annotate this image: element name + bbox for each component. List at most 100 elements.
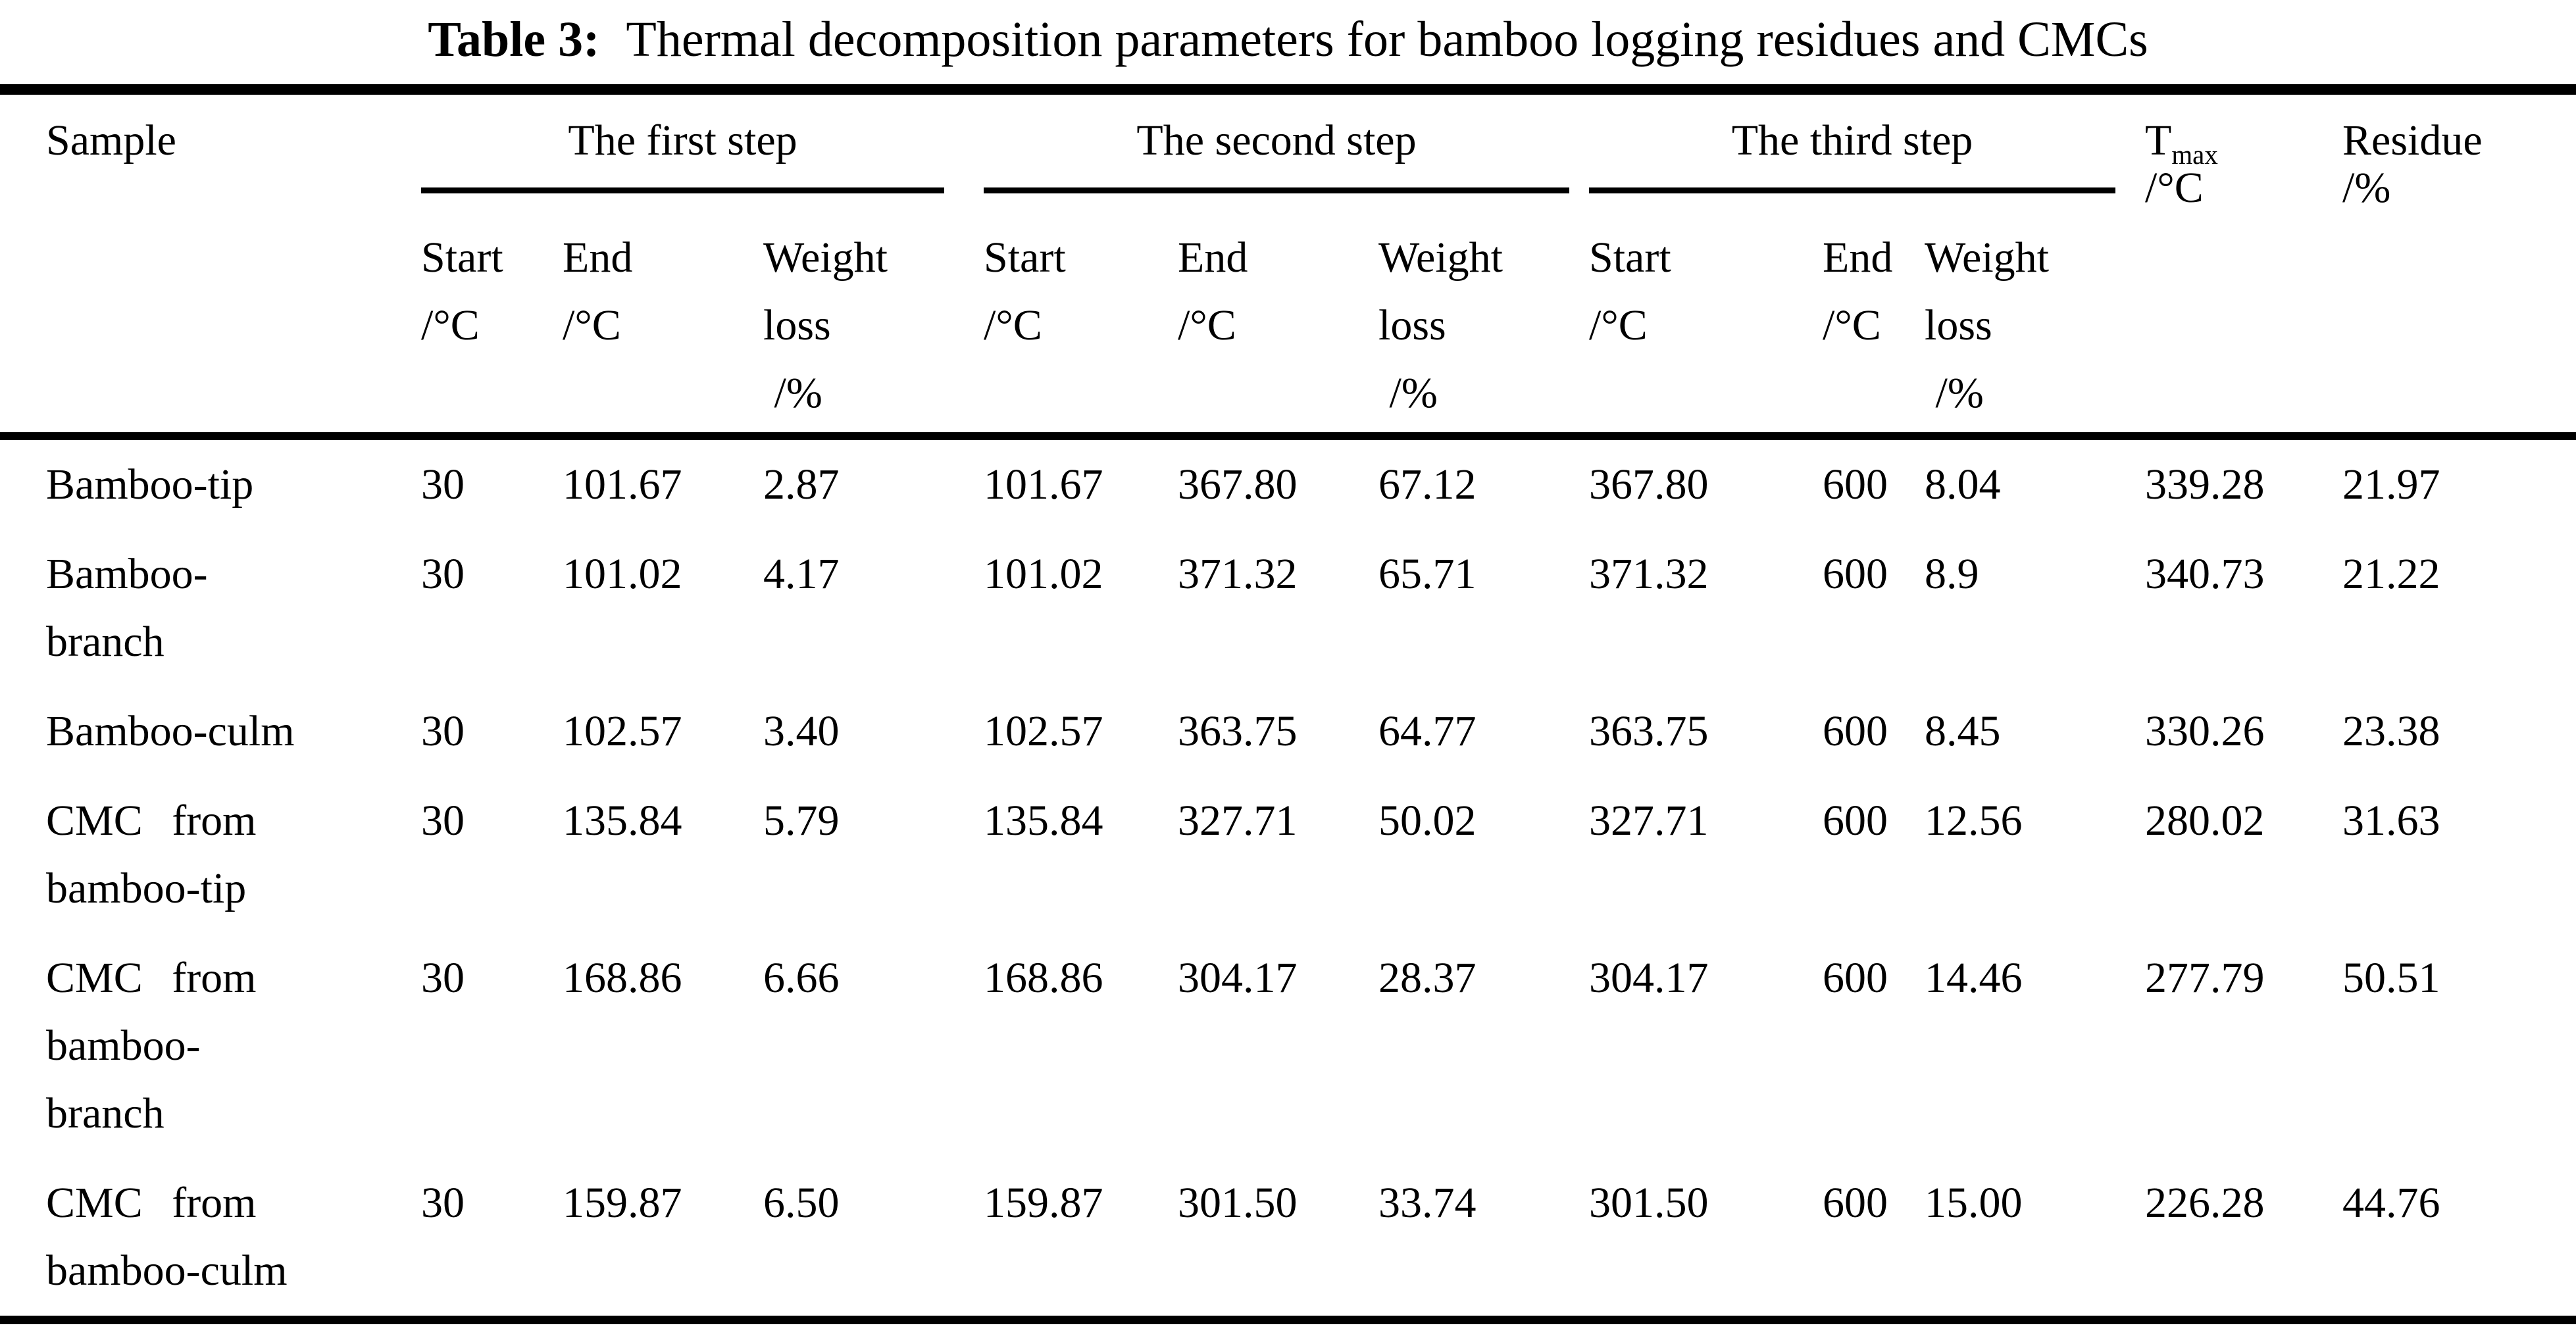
cell-step1-end: 101.02 <box>563 550 682 598</box>
sub-header-weight-loss-3: Weight loss /% <box>1925 234 2049 417</box>
caption-text: Thermal decomposition parameters for bam… <box>626 12 2148 67</box>
cell-step3-weight-loss: 8.9 <box>1925 550 1979 598</box>
header-row-groups: Sample The first step The second step Th… <box>0 89 2576 212</box>
sub-header-weight-loss-2: Weight loss /% <box>1378 234 1503 417</box>
cell-step2-end: 304.17 <box>1178 954 1298 1002</box>
cell-step3-weight-loss: 14.46 <box>1925 954 2023 1002</box>
sub-header-start-1: Start /°C <box>421 234 503 349</box>
cell-step1-end: 168.86 <box>563 954 682 1002</box>
cell-step2-weight-loss: 50.02 <box>1378 797 1477 845</box>
cell-step1-end: 102.57 <box>563 707 682 755</box>
cell-sample: Bamboo-tip <box>0 432 421 530</box>
cell-step2-end: 367.80 <box>1178 432 1379 530</box>
cell-step3-start: 304.17 <box>1589 954 1709 1002</box>
cell-step2-start: 135.84 <box>984 797 1103 845</box>
sub-header-end-1: End /°C <box>563 234 633 349</box>
cell-sample: CMC from bamboo- branch <box>46 954 257 1137</box>
tmax-symbol: T <box>2145 116 2172 164</box>
cell-step3-weight-loss: 8.04 <box>1925 432 2146 530</box>
table-row: CMC from bamboo-tip 30 135.84 5.79 135.8… <box>0 776 2576 933</box>
group-header-third-step: The third step <box>1589 89 2145 193</box>
cell-step2-start: 168.86 <box>984 954 1103 1002</box>
cell-step2-weight-loss: 67.12 <box>1378 432 1590 530</box>
group-header-first-step: The first step <box>421 89 984 193</box>
cell-step2-weight-loss: 33.74 <box>1378 1179 1477 1227</box>
cell-step2-start: 102.57 <box>984 707 1103 755</box>
col-header-sample: Sample <box>46 116 176 164</box>
cell-step2-end: 363.75 <box>1178 707 1298 755</box>
cell-step3-end: 600 <box>1823 432 1925 530</box>
cell-step2-start: 101.02 <box>984 550 1103 598</box>
table-header: Sample The first step The second step Th… <box>0 89 2576 436</box>
table-row: Bamboo- branch 30 101.02 4.17 101.02 371… <box>0 530 2576 687</box>
table-body: Bamboo-tip 30 101.67 2.87 101.67 367.80 … <box>0 432 2576 1320</box>
table-row: CMC from bamboo-culm 30 159.87 6.50 159.… <box>0 1158 2576 1320</box>
cell-tmax: 340.73 <box>2145 550 2265 598</box>
sub-header-end-3: End /°C <box>1823 234 1893 349</box>
table-caption: Table 3: Thermal decomposition parameters… <box>0 9 2576 70</box>
cell-step3-start: 363.75 <box>1589 707 1709 755</box>
cell-step2-weight-loss: 64.77 <box>1378 707 1477 755</box>
sub-header-start-3: Start /°C <box>1589 234 1671 349</box>
cell-step1-end: 159.87 <box>563 1179 682 1227</box>
cell-step1-start: 30 <box>421 1179 465 1227</box>
cell-sample: CMC from bamboo-tip <box>46 797 257 912</box>
cell-tmax: 330.26 <box>2145 707 2265 755</box>
cell-step1-weight-loss: 6.50 <box>763 1179 840 1227</box>
cell-residue: 50.51 <box>2342 954 2440 1002</box>
cell-step3-start: 327.71 <box>1589 797 1709 845</box>
cell-sample: Bamboo-culm <box>46 707 295 755</box>
cell-step2-end: 327.71 <box>1178 797 1298 845</box>
cell-step1-end: 135.84 <box>563 797 682 845</box>
table-row: Bamboo-culm 30 102.57 3.40 102.57 363.75… <box>0 687 2576 776</box>
cell-step1-start: 30 <box>421 954 465 1002</box>
cell-step3-end: 600 <box>1823 797 1888 845</box>
cell-step1-weight-loss: 4.17 <box>763 550 840 598</box>
group-header-second-step: The second step <box>984 89 1589 193</box>
col-header-tmax: Tmax /°C <box>2145 89 2342 436</box>
cell-step1-start: 30 <box>421 432 563 530</box>
cell-step3-end: 600 <box>1823 1179 1888 1227</box>
cell-tmax: 280.02 <box>2145 797 2265 845</box>
cell-step1-start: 30 <box>421 707 465 755</box>
cell-step2-end: 371.32 <box>1178 550 1298 598</box>
cell-step1-weight-loss: 5.79 <box>763 797 840 845</box>
cell-step2-start: 159.87 <box>984 1179 1103 1227</box>
caption-label: Table 3: <box>428 12 600 67</box>
cell-residue: 23.38 <box>2342 707 2440 755</box>
sub-header-start-2: Start /°C <box>984 234 1066 349</box>
sub-header-weight-loss-1: Weight loss /% <box>763 234 888 417</box>
cell-step2-weight-loss: 65.71 <box>1378 550 1477 598</box>
cell-step1-start: 30 <box>421 550 465 598</box>
cell-step3-weight-loss: 12.56 <box>1925 797 2023 845</box>
cell-step3-start: 367.80 <box>1589 432 1823 530</box>
sub-header-end-2: End /°C <box>1178 234 1248 349</box>
cell-step3-weight-loss: 8.45 <box>1925 707 2001 755</box>
cell-step2-end: 301.50 <box>1178 1179 1298 1227</box>
table-row: CMC from bamboo- branch 30 168.86 6.66 1… <box>0 933 2576 1158</box>
cell-step1-end: 101.67 <box>563 432 763 530</box>
header-row-subcolumns: Start /°C End /°C Weight loss /% Start /… <box>0 193 2576 436</box>
cell-tmax: 226.28 <box>2145 1179 2265 1227</box>
thermal-decomposition-table: Sample The first step The second step Th… <box>0 84 2576 1324</box>
cell-step3-end: 600 <box>1823 707 1888 755</box>
col-header-residue: Residue /% <box>2342 116 2483 212</box>
cell-step1-weight-loss: 6.66 <box>763 954 840 1002</box>
cell-residue: 21.22 <box>2342 550 2440 598</box>
cell-step3-end: 600 <box>1823 954 1888 1002</box>
cell-step1-weight-loss: 2.87 <box>763 432 984 530</box>
cell-sample: Bamboo- branch <box>46 550 208 666</box>
cell-step3-end: 600 <box>1823 550 1888 598</box>
tmax-unit: /°C <box>2145 164 2204 212</box>
cell-sample: CMC from bamboo-culm <box>46 1179 288 1295</box>
cell-step3-start: 371.32 <box>1589 550 1709 598</box>
cell-step1-start: 30 <box>421 797 465 845</box>
cell-step3-weight-loss: 15.00 <box>1925 1179 2023 1227</box>
cell-step1-weight-loss: 3.40 <box>763 707 840 755</box>
cell-step3-start: 301.50 <box>1589 1179 1709 1227</box>
cell-residue: 21.97 <box>2342 432 2576 530</box>
cell-step2-start: 101.67 <box>984 432 1178 530</box>
cell-residue: 31.63 <box>2342 797 2440 845</box>
cell-residue: 44.76 <box>2342 1179 2440 1227</box>
cell-tmax: 277.79 <box>2145 954 2265 1002</box>
